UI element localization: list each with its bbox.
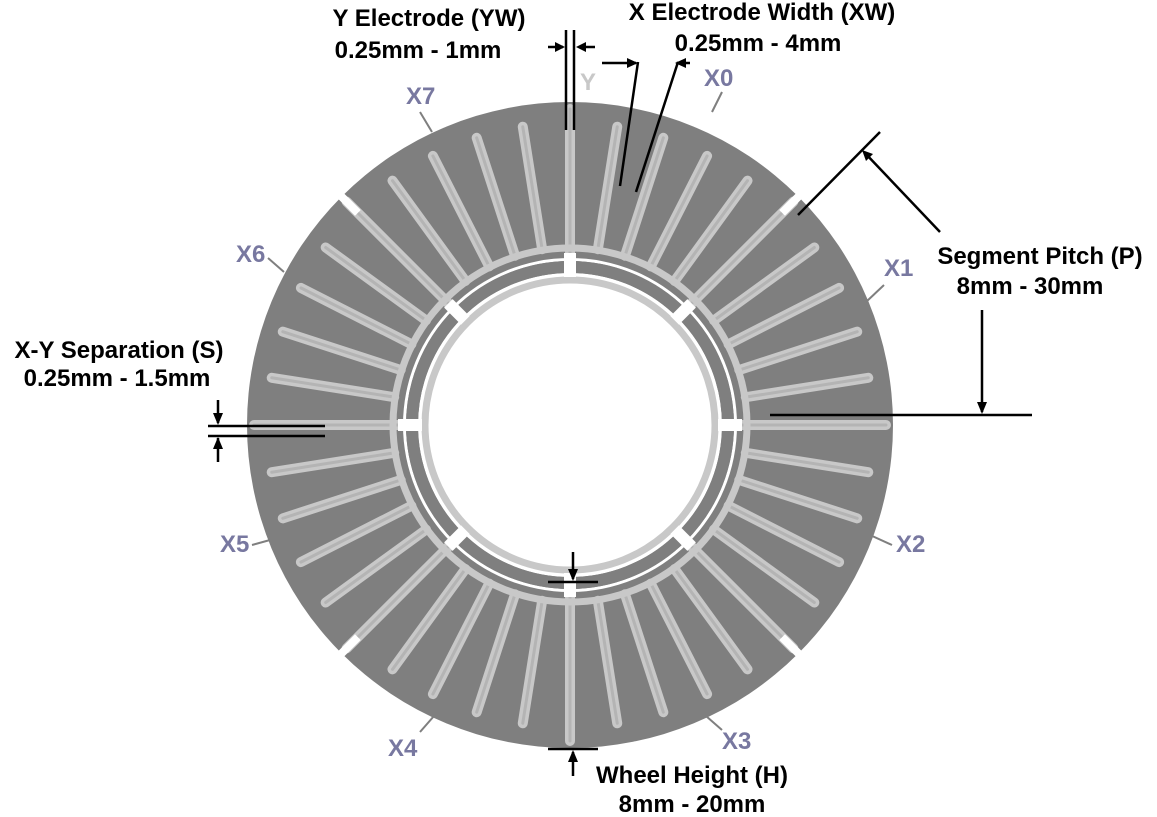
segment-pitch-title: Segment Pitch (P): [937, 243, 1142, 270]
y-spoke-core: [390, 179, 467, 283]
outer-ring-gap: [333, 188, 361, 216]
outer-ring-gap: [333, 634, 361, 662]
y-spoke-core: [727, 286, 841, 346]
segment-leader-line: [711, 91, 723, 113]
y-electrode-range: 0.25mm - 1mm: [335, 37, 502, 64]
y-spoke-core: [673, 567, 750, 671]
y-spoke-core: [712, 245, 816, 322]
y-spoke-core: [324, 528, 428, 605]
y-spoke-core: [744, 451, 870, 474]
y-spoke-core: [521, 599, 544, 725]
segment-label-x7: X7: [406, 83, 435, 110]
y-spoke-core: [678, 200, 795, 317]
wheel-height-title: Wheel Height (H): [596, 762, 788, 789]
segment-leader-line: [267, 257, 285, 273]
y-spoke-core: [712, 528, 816, 605]
segment-label-x5: X5: [220, 531, 249, 558]
y-spoke-core: [744, 376, 870, 399]
separation-range: 0.25mm - 1.5mm: [24, 365, 211, 392]
y-spoke-core: [475, 592, 517, 714]
y-spoke-core: [673, 179, 750, 283]
segment-leader-line: [419, 111, 433, 133]
y-spoke-core: [390, 567, 467, 671]
wheel-height-range: 8mm - 20mm: [619, 791, 766, 817]
segment-leader-line: [865, 284, 885, 303]
y-spoke-core: [596, 125, 619, 251]
y-electrode-title: Y Electrode (YW): [333, 5, 526, 32]
y-spoke-core: [345, 533, 462, 650]
y-spoke-core: [324, 245, 428, 322]
y-spoke-core: [623, 136, 665, 258]
segment-leader-line: [705, 715, 723, 731]
y-spoke-core: [299, 504, 413, 564]
segment-label-x1: X1: [884, 255, 913, 282]
y-spoke-core: [345, 200, 462, 317]
segment-label-x2: X2: [896, 531, 925, 558]
inner-ring-gap: [444, 299, 470, 325]
y-spoke-core: [727, 504, 841, 564]
outer-ring-gap: [779, 634, 807, 662]
segment-label-x6: X6: [236, 241, 265, 268]
segment-pitch-range: 8mm - 30mm: [957, 273, 1104, 300]
y-label: Y: [580, 69, 596, 96]
y-spoke-core: [281, 478, 403, 520]
pitch-dim-line-top: [797, 131, 881, 216]
y-spoke-core: [475, 136, 517, 258]
y-spoke-core: [596, 599, 619, 725]
y-outer-ring: [389, 244, 751, 606]
y-spoke-core: [431, 154, 491, 268]
center-hole: [433, 288, 707, 562]
x-electrode-range: 0.25mm - 4mm: [675, 30, 842, 57]
y-spoke-core: [678, 533, 795, 650]
y-spoke-core: [623, 592, 665, 714]
y-spoke-core: [737, 478, 859, 520]
inner-ring-gap: [670, 299, 696, 325]
y-spoke-core: [270, 376, 396, 399]
x-width-dim-line-left: [618, 61, 640, 187]
y-electrode-spokes: [249, 104, 891, 746]
x-electrode-title: X Electrode Width (XW): [629, 0, 895, 26]
separation-title: X-Y Separation (S): [15, 337, 224, 364]
segment-leader-line: [251, 539, 271, 546]
pitch-leader: [863, 151, 941, 233]
y-spoke-core: [737, 330, 859, 372]
segment-leader-line: [419, 715, 435, 733]
y-spoke-core: [270, 451, 396, 474]
inner-ring-gap: [670, 525, 696, 551]
segment-label-x3: X3: [722, 728, 751, 755]
y-spoke-core: [281, 330, 403, 372]
segment-leader-line: [869, 534, 893, 546]
segment-label-x4: X4: [388, 735, 418, 762]
outer-ring-gap: [779, 188, 807, 216]
segment-label-leaders: [251, 91, 893, 733]
x-width-dim-line-right: [634, 61, 680, 193]
y-spoke-core: [649, 582, 709, 696]
y-spoke-core: [299, 286, 413, 346]
segment-label-x0: X0: [704, 65, 733, 92]
y-spoke-core: [521, 125, 544, 251]
y-spoke-core: [431, 582, 491, 696]
inner-ring-gap: [444, 525, 470, 551]
arrow-heads: [213, 42, 987, 762]
y-spoke-core: [649, 154, 709, 268]
